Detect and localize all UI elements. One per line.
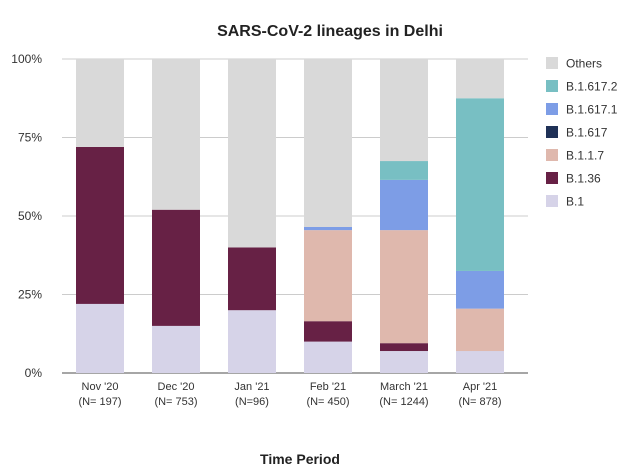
bar-segment-others xyxy=(456,59,504,99)
bar-segment-b-1 xyxy=(76,303,124,373)
bar-segment-others xyxy=(76,59,124,147)
x-axis-title: Time Period xyxy=(260,451,340,467)
x-tick-sample-size: (N= 197) xyxy=(78,396,121,408)
y-tick-label: 25% xyxy=(18,288,42,302)
legend-label: B.1 xyxy=(566,195,584,209)
x-tick-label: Dec '20 xyxy=(158,381,195,393)
legend-swatch xyxy=(546,103,558,115)
bar-segment-b-1-36 xyxy=(380,343,428,352)
bar-segment-b-1-617-2 xyxy=(456,98,504,271)
bar-segment-b-1-36 xyxy=(228,247,276,311)
x-tick-sample-size: (N= 753) xyxy=(154,396,197,408)
x-tick-label: Apr '21 xyxy=(463,381,498,393)
legend-label: B.1.36 xyxy=(566,172,601,186)
y-tick-label: 50% xyxy=(18,209,42,223)
bar-segment-b-1-1-7 xyxy=(456,308,504,352)
x-tick-sample-size: (N= 1244) xyxy=(379,396,428,408)
bar-segment-b-1 xyxy=(152,325,200,373)
legend-swatch xyxy=(546,172,558,184)
bar-segment-b-1-617-2 xyxy=(380,161,428,180)
bar-segment-b-1 xyxy=(228,310,276,373)
x-tick-sample-size: (N= 878) xyxy=(458,396,501,408)
bar-segment-b-1-617-1 xyxy=(380,179,428,231)
legend-swatch xyxy=(546,57,558,69)
legend-swatch xyxy=(546,80,558,92)
bar-segment-b-1 xyxy=(380,351,428,373)
x-tick-label: Nov '20 xyxy=(82,381,119,393)
legend-swatch xyxy=(546,195,558,207)
y-tick-label: 100% xyxy=(11,52,42,66)
legend-label: B.1.1.7 xyxy=(566,149,604,163)
bar-segment-b-1 xyxy=(456,351,504,373)
y-tick-label: 0% xyxy=(25,366,43,380)
bar-segment-others xyxy=(304,59,352,227)
bar-segment-b-1 xyxy=(304,341,352,373)
bar-segment-others xyxy=(152,59,200,210)
x-tick-label: Jan '21 xyxy=(234,381,269,393)
legend-label: B.1.617 xyxy=(566,126,608,140)
bar-segment-b-1-617-1 xyxy=(456,270,504,309)
bar-segment-others xyxy=(228,59,276,248)
y-tick-label: 75% xyxy=(18,131,42,145)
chart-title: SARS-CoV-2 lineages in Delhi xyxy=(217,23,443,40)
legend-swatch xyxy=(546,126,558,138)
legend-label: B.1.617.1 xyxy=(566,103,618,117)
x-tick-label: Feb '21 xyxy=(310,381,346,393)
bar-segment-b-1-1-7 xyxy=(380,230,428,344)
legend-label: B.1.617.2 xyxy=(566,80,618,94)
bar-segment-b-1-617-1 xyxy=(304,226,352,231)
bar-segment-b-1-1-7 xyxy=(304,230,352,322)
x-tick-sample-size: (N= 450) xyxy=(306,396,349,408)
legend-swatch xyxy=(546,149,558,161)
legend-label: Others xyxy=(566,57,602,71)
bar-segment-b-1-36 xyxy=(304,321,352,342)
bar-segment-b-1-36 xyxy=(76,146,124,304)
bar-segment-others xyxy=(380,59,428,162)
x-tick-sample-size: (N=96) xyxy=(235,396,269,408)
x-tick-label: March '21 xyxy=(380,381,428,393)
bar-segment-b-1-36 xyxy=(152,209,200,326)
